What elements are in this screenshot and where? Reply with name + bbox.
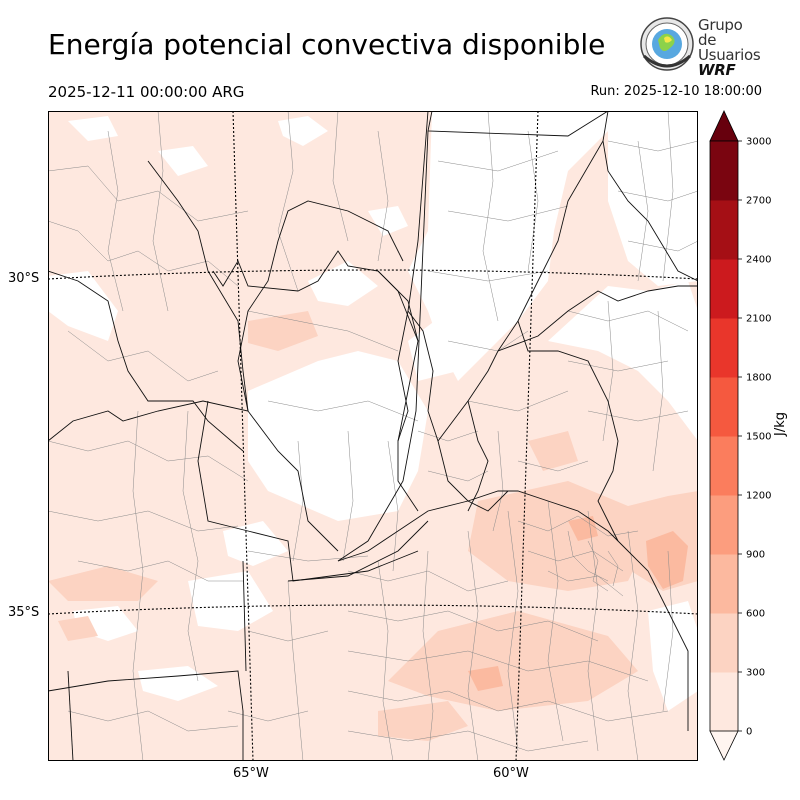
colorbar: 0 300 600 900 1200 1500 1800 2100 2400 2700 3000 (700, 105, 800, 765)
cape-high-areas (468, 516, 688, 691)
lat-label-30s: 30°S (8, 271, 40, 286)
graticule-lines (48, 111, 698, 761)
run-time: Run: 2025-12-10 18:00:00 (590, 84, 762, 99)
map-frame (48, 111, 698, 761)
colorbar-segment (710, 436, 738, 496)
colorbar-tick-label: 1500 (746, 432, 771, 443)
logo-line-3: WRF (698, 61, 736, 79)
colorbar-segment (710, 377, 738, 437)
colorbar-over-arrow (709, 110, 739, 142)
colorbar-segment (710, 259, 738, 319)
colorbar-tick-label: 1200 (746, 491, 771, 502)
lon-label-60w: 60°W (493, 766, 529, 781)
colorbar-scale: 0 300 600 900 1200 1500 1800 2100 2400 2700 3000 (709, 110, 771, 761)
colorbar-segment (710, 672, 738, 732)
colorbar-segment (710, 141, 738, 201)
colorbar-segment (710, 200, 738, 260)
colorbar-segment (710, 554, 738, 614)
globe-seal-icon (640, 17, 694, 71)
colorbar-units: J/kg (773, 412, 788, 436)
lon-label-65w: 65°W (233, 766, 269, 781)
cape-map (48, 111, 698, 761)
colorbar-tick-label: 2700 (746, 196, 771, 207)
page-title: Energía potencial convectiva disponible (48, 28, 606, 61)
map-panel (48, 111, 698, 761)
colorbar-tick-label: 2100 (746, 314, 771, 325)
logo-line-1: Grupo de (698, 16, 743, 49)
colorbar-segment (710, 613, 738, 673)
province-boundaries (48, 111, 698, 761)
colorbar-tick-label: 2400 (746, 255, 771, 266)
valid-time: 2025-12-11 00:00:00 ARG (48, 83, 245, 101)
colorbar-tick-label: 0 (746, 727, 752, 738)
colorbar-tick-label: 900 (746, 550, 765, 561)
wrf-logo: Grupo de Usuarios WRF (638, 16, 761, 78)
logo-line-2: Usuarios (698, 46, 761, 64)
colorbar-segment (710, 318, 738, 378)
colorbar-tick-label: 600 (746, 609, 765, 620)
colorbar-tick-label: 3000 (746, 137, 771, 148)
lat-label-35s: 35°S (8, 605, 40, 620)
colorbar-segment (710, 495, 738, 555)
colorbar-tick-label: 1800 (746, 373, 771, 384)
cape-zero-areas (48, 111, 698, 711)
colorbar-under-arrow (709, 730, 739, 761)
colorbar-tick-label: 300 (746, 668, 765, 679)
department-boundaries (48, 111, 698, 761)
